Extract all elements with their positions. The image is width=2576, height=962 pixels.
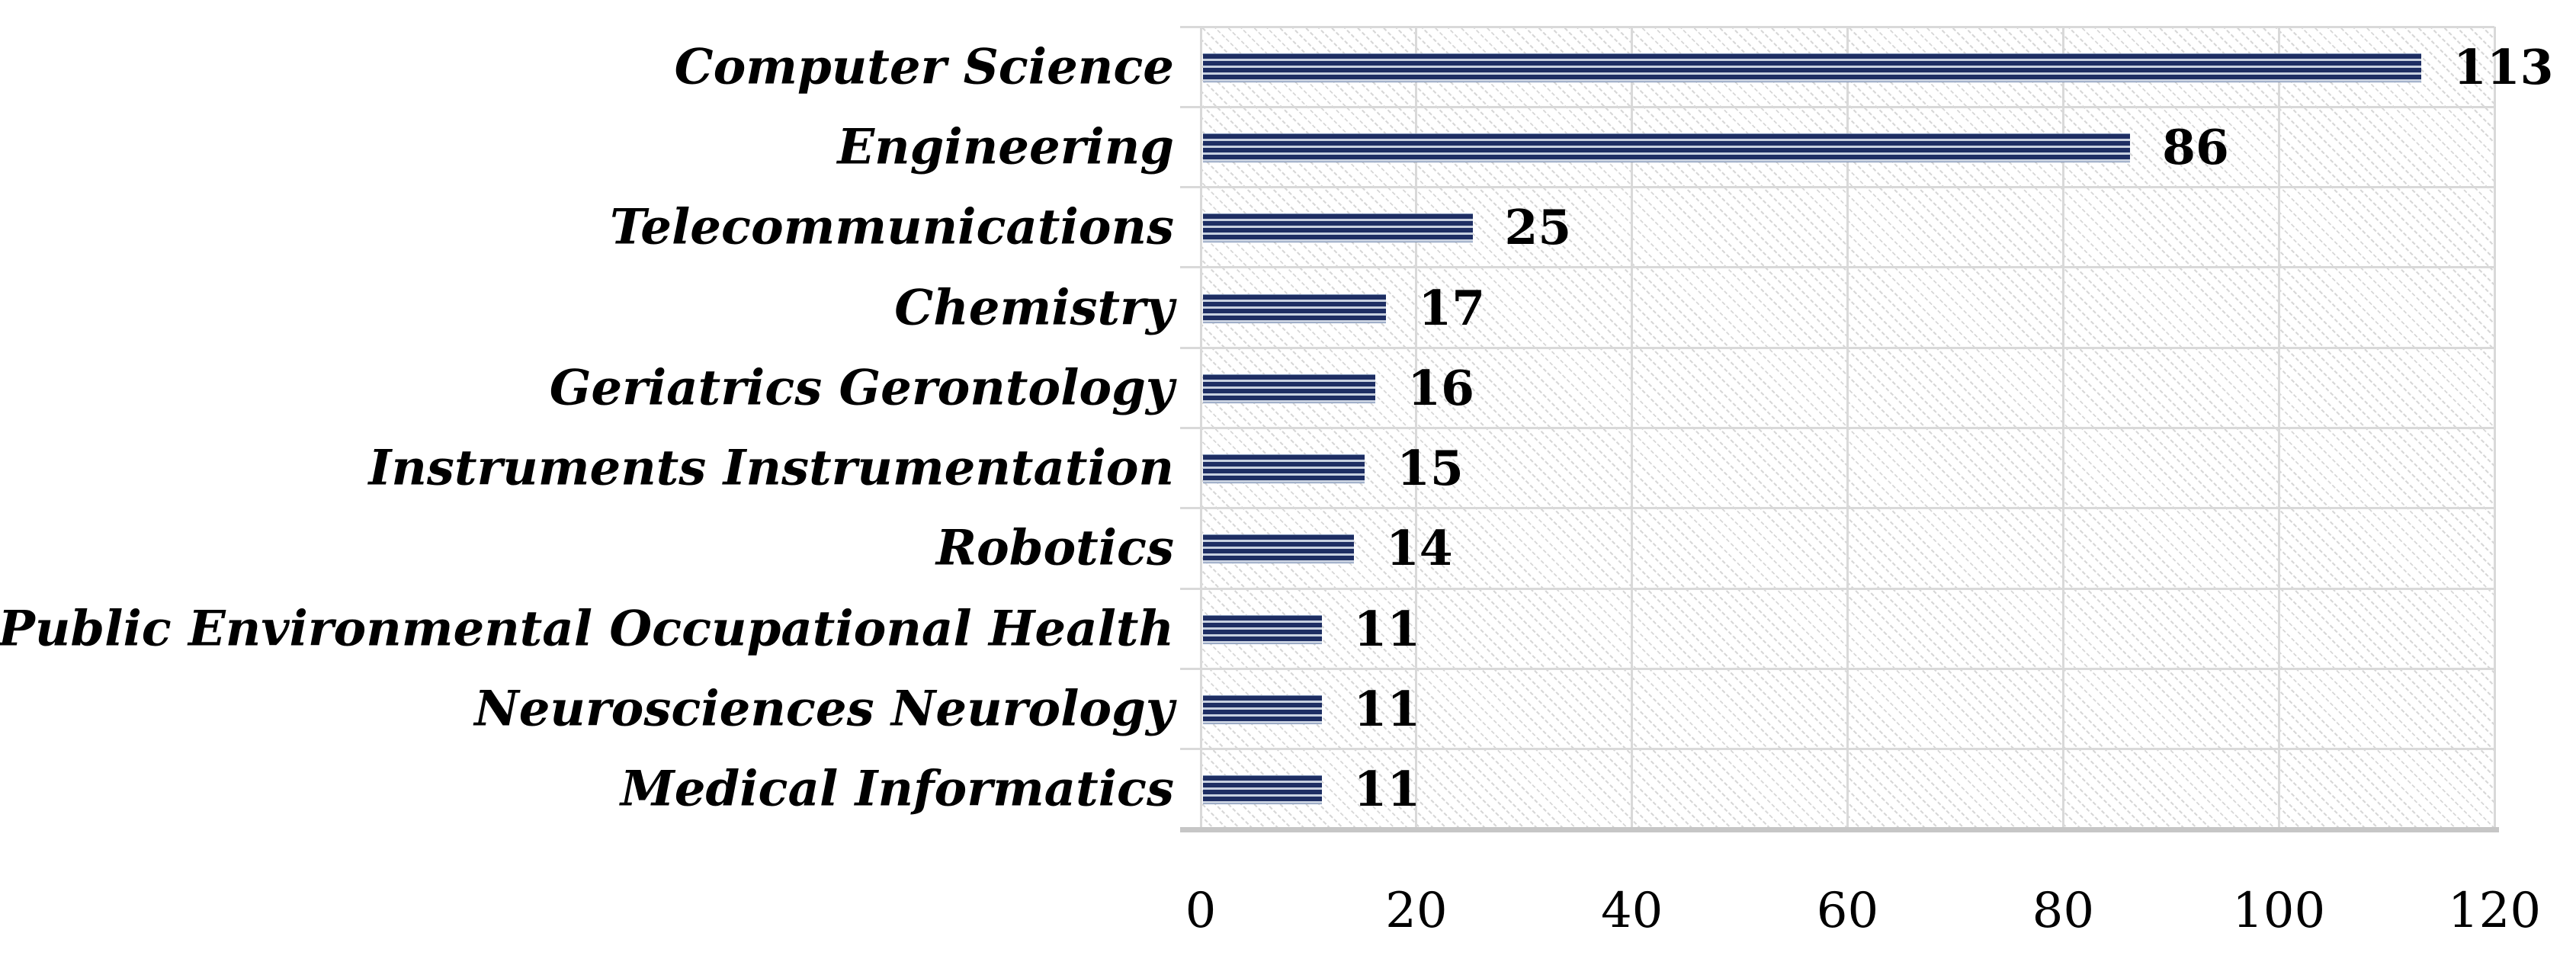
category-label: Robotics bbox=[935, 519, 1174, 577]
value-label: 11 bbox=[1353, 681, 1421, 738]
gridline-vertical bbox=[1631, 27, 1634, 829]
gridline-vertical bbox=[2061, 27, 2064, 829]
bar bbox=[1203, 534, 1354, 564]
x-tick-label: 20 bbox=[1385, 883, 1448, 939]
value-label: 113 bbox=[2453, 38, 2554, 95]
value-label: 86 bbox=[2162, 118, 2229, 175]
category-label: Instruments Instrumentation bbox=[368, 439, 1174, 497]
gridline-horizontal bbox=[1180, 748, 2494, 751]
value-label: 11 bbox=[1353, 761, 1421, 818]
gridline-horizontal bbox=[1180, 266, 2494, 269]
bar bbox=[1203, 775, 1322, 805]
value-label: 16 bbox=[1407, 359, 1474, 416]
category-label: Chemistry bbox=[894, 279, 1174, 337]
bar bbox=[1203, 293, 1387, 323]
value-label: 11 bbox=[1353, 600, 1421, 657]
value-label: 17 bbox=[1418, 279, 1486, 336]
gridline-vertical bbox=[1415, 27, 1418, 829]
category-label: Medical Informatics bbox=[620, 760, 1174, 818]
gridline-horizontal bbox=[1180, 667, 2494, 670]
gridline-horizontal bbox=[1180, 25, 2494, 28]
x-tick-label: 60 bbox=[1816, 883, 1879, 939]
gridline-vertical bbox=[1846, 27, 1849, 829]
category-label: Telecommunications bbox=[609, 198, 1174, 256]
category-label: Public Environmental Occupational Health bbox=[0, 600, 1174, 658]
gridline-horizontal bbox=[1180, 587, 2494, 590]
bar bbox=[1203, 614, 1322, 644]
bar bbox=[1203, 213, 1473, 243]
x-tick-label: 80 bbox=[2032, 883, 2095, 939]
category-label: Computer Science bbox=[674, 38, 1174, 96]
gridline-horizontal bbox=[1180, 346, 2494, 349]
value-label: 25 bbox=[1504, 199, 1572, 256]
x-axis-line bbox=[1180, 827, 2499, 832]
bar bbox=[1203, 133, 2131, 162]
x-tick-label: 40 bbox=[1600, 883, 1663, 939]
x-tick-label: 120 bbox=[2447, 883, 2542, 939]
x-tick-label: 100 bbox=[2232, 883, 2326, 939]
gridline-horizontal bbox=[1180, 105, 2494, 108]
gridline-vertical bbox=[2277, 27, 2280, 829]
gridline-horizontal bbox=[1180, 427, 2494, 429]
bar bbox=[1203, 374, 1376, 403]
value-label: 15 bbox=[1397, 440, 1464, 497]
x-tick-label: 0 bbox=[1185, 883, 1217, 939]
gridline-vertical bbox=[2493, 27, 2496, 829]
value-label: 14 bbox=[1385, 520, 1453, 577]
category-label: Neurosciences Neurology bbox=[474, 680, 1174, 738]
bar bbox=[1203, 695, 1322, 725]
gridline-vertical bbox=[1199, 27, 1202, 829]
category-label: Engineering bbox=[837, 118, 1174, 176]
bar bbox=[1203, 53, 2421, 82]
gridline-horizontal bbox=[1180, 186, 2494, 189]
category-label: Geriatrics Gerontology bbox=[549, 359, 1174, 417]
gridline-horizontal bbox=[1180, 507, 2494, 510]
bar bbox=[1203, 454, 1365, 484]
